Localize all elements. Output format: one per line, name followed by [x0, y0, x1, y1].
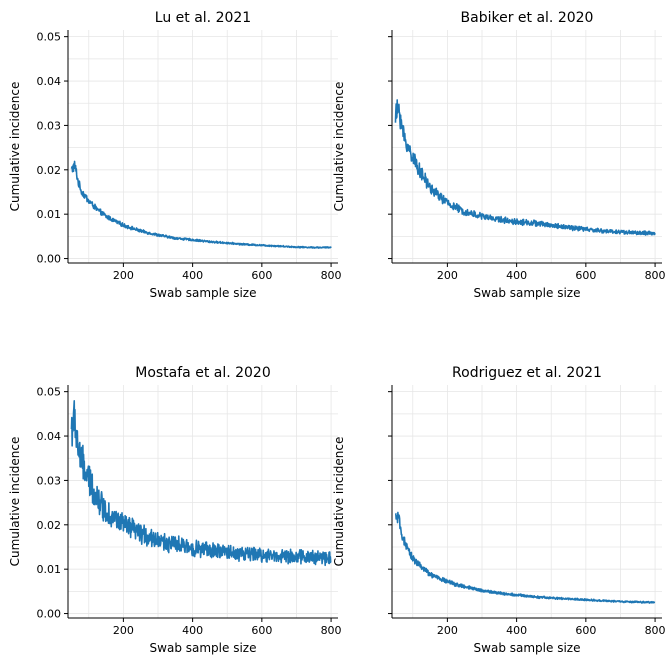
x-tick-label: 200 [113, 269, 134, 282]
y-tick-label: 0.01 [37, 563, 62, 576]
grid [392, 30, 662, 263]
x-tick-label: 400 [506, 269, 527, 282]
panel-title: Mostafa et al. 2020 [135, 365, 271, 381]
x-tick-label: 600 [575, 269, 596, 282]
y-axis-label: Cumulative incidence [8, 82, 22, 212]
grid [68, 385, 338, 618]
x-axis-label: Swab sample size [150, 286, 257, 300]
x-tick-label: 800 [645, 269, 666, 282]
x-tick-label: 600 [251, 624, 272, 637]
x-axis-label: Swab sample size [150, 641, 257, 655]
y-tick-label: 0.03 [37, 474, 62, 487]
y-tick-label: 0.00 [37, 608, 62, 621]
panel-title: Lu et al. 2021 [155, 10, 251, 26]
x-tick-label: 400 [182, 269, 203, 282]
panel-mostafa-2020: Mostafa et al. 2020 Swab sample size Cum… [8, 365, 342, 655]
x-tick-label: 800 [321, 269, 342, 282]
y-tick-label: 0.04 [37, 75, 62, 88]
y-tick-label: 0.00 [37, 253, 62, 266]
x-tick-label: 400 [506, 624, 527, 637]
x-tick-label: 600 [575, 624, 596, 637]
y-axis-label: Cumulative incidence [332, 437, 346, 567]
x-tick-label: 200 [437, 624, 458, 637]
x-tick-label: 400 [182, 624, 203, 637]
x-tick-label: 200 [113, 624, 134, 637]
x-tick-label: 800 [645, 624, 666, 637]
y-tick-label: 0.03 [37, 119, 62, 132]
y-axis-label: Cumulative incidence [332, 82, 346, 212]
x-tick-label: 600 [251, 269, 272, 282]
panel-lu-2021: Lu et al. 2021 Swab sample size Cumulati… [8, 10, 342, 300]
series-line [394, 511, 656, 604]
series-line [394, 99, 656, 236]
y-tick-label: 0.05 [37, 386, 62, 399]
y-tick-label: 0.04 [37, 430, 62, 443]
x-tick-label: 200 [437, 269, 458, 282]
series-line [70, 400, 332, 567]
y-tick-label: 0.01 [37, 208, 62, 221]
grid [68, 30, 338, 263]
panel-babiker-2020: Babiker et al. 2020 Swab sample size Cum… [332, 10, 666, 300]
panel-rodriguez-2021: Rodriguez et al. 2021 Swab sample size C… [332, 365, 666, 655]
y-tick-label: 0.02 [37, 164, 62, 177]
x-tick-label: 800 [321, 624, 342, 637]
y-tick-label: 0.02 [37, 519, 62, 532]
y-axis-label: Cumulative incidence [8, 437, 22, 567]
x-axis-label: Swab sample size [474, 286, 581, 300]
panel-title: Babiker et al. 2020 [461, 10, 594, 26]
panel-title: Rodriguez et al. 2021 [452, 365, 602, 381]
series-line [70, 160, 332, 249]
grid [392, 385, 662, 618]
x-axis-label: Swab sample size [474, 641, 581, 655]
y-tick-label: 0.05 [37, 31, 62, 44]
